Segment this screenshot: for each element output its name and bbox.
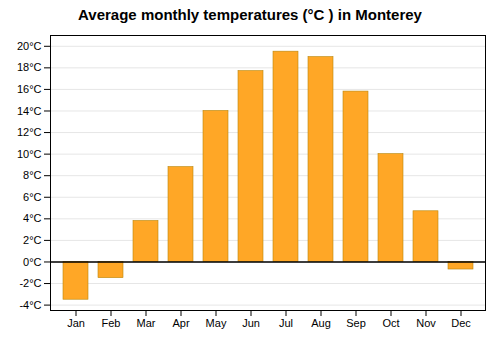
svg-text:12°C: 12°C (17, 126, 42, 138)
svg-text:2°C: 2°C (23, 234, 42, 246)
svg-text:4°C: 4°C (23, 212, 42, 224)
svg-text:Oct: Oct (382, 317, 399, 329)
svg-text:Nov: Nov (416, 317, 436, 329)
svg-text:20°C: 20°C (17, 40, 42, 52)
svg-text:8°C: 8°C (23, 169, 42, 181)
html-text:Average monthly temperatures (: Average monthly temperatures (°C ) in Mo… (78, 6, 422, 23)
svg-text:Apr: Apr (172, 317, 189, 329)
svg-text:-2°C: -2°C (19, 277, 41, 289)
svg-text:Jun: Jun (242, 317, 260, 329)
svg-text:16°C: 16°C (17, 83, 42, 95)
svg-text:14°C: 14°C (17, 105, 42, 117)
svg-text:Dec: Dec (451, 317, 471, 329)
svg-text:0°C: 0°C (23, 255, 42, 267)
svg-text:Mar: Mar (137, 317, 156, 329)
svg-text:Jan: Jan (67, 317, 85, 329)
svg-text:Sep: Sep (346, 317, 366, 329)
svg-text:Jul: Jul (279, 317, 293, 329)
svg-text:10°C: 10°C (17, 148, 42, 160)
svg-text:May: May (206, 317, 227, 329)
svg-text:Aug: Aug (311, 317, 331, 329)
svg-text:-4°C: -4°C (19, 299, 41, 311)
svg-text:Feb: Feb (102, 317, 121, 329)
svg-text:18°C: 18°C (17, 61, 42, 73)
svg-text:6°C: 6°C (23, 191, 42, 203)
